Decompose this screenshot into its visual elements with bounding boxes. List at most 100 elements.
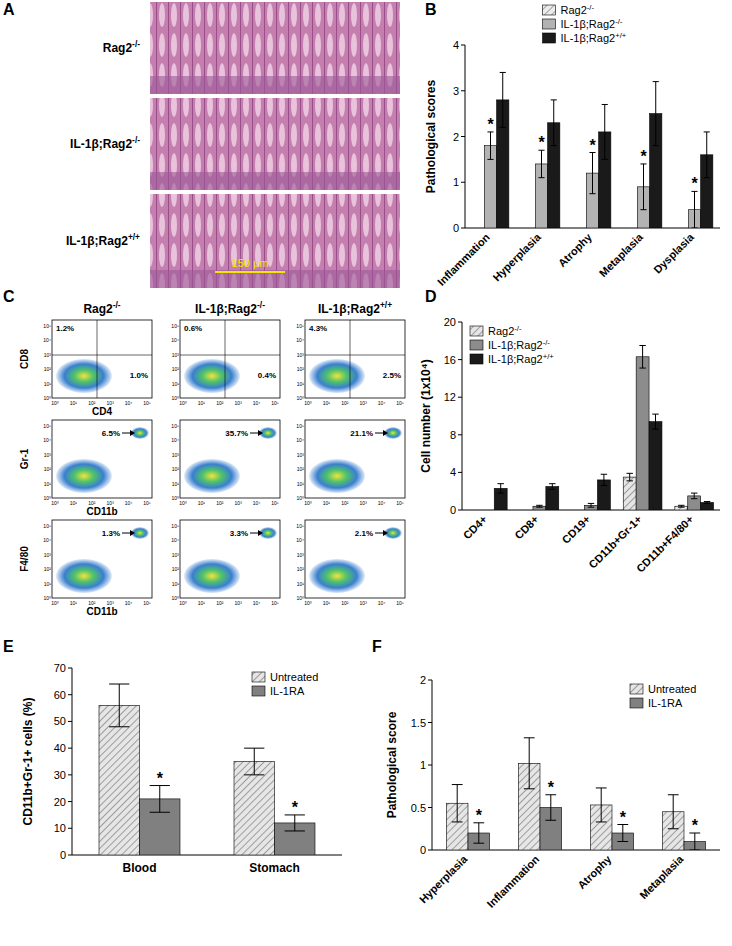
tick — [461, 90, 465, 91]
tick-label: 10⁰ — [43, 595, 51, 601]
tick-label: 10² — [172, 466, 180, 472]
legend-label: IL-1RA — [270, 685, 305, 697]
category-label: Atrophy — [575, 852, 614, 891]
tick — [461, 228, 465, 229]
tick-label: 10³ — [107, 400, 115, 406]
tick-label: 10⁴ — [296, 337, 304, 343]
tick-label: 10² — [88, 400, 96, 406]
chart: 048121620Cell number (1x10⁴)CD4+CD8+CD19… — [419, 316, 720, 575]
arrow-head — [258, 530, 263, 536]
tick-label: 10² — [44, 466, 52, 472]
bar — [234, 762, 275, 856]
tick-label: 10¹ — [172, 381, 180, 387]
tick-label: 10¹ — [44, 581, 52, 587]
tissue-band — [150, 172, 400, 190]
tick-label: 10² — [341, 600, 349, 606]
tick — [458, 397, 462, 398]
tick-label: 10⁰ — [304, 500, 312, 506]
error-bar — [524, 738, 535, 789]
gate-line — [180, 355, 280, 356]
tick-label: 10³ — [297, 352, 305, 358]
cell-population — [56, 559, 112, 593]
legend-swatch — [252, 672, 265, 682]
percent-label: 1.2% — [56, 324, 74, 333]
error-bar — [704, 132, 710, 178]
tick — [428, 722, 432, 723]
legend: Rag2-/-IL-1β;Rag2-/-IL-1β;Rag2+/+ — [543, 3, 627, 45]
tick-label: 10⁵ — [271, 600, 279, 606]
tick-label: 0 — [453, 222, 459, 234]
bar — [99, 705, 140, 855]
tick — [68, 694, 72, 695]
tick-label: 10⁴ — [171, 537, 179, 543]
tick-label: 10⁴ — [253, 600, 261, 606]
tick-label: 10³ — [44, 552, 52, 558]
axis-label: CD11b+Gr-1+ cells (%) — [21, 697, 35, 825]
tick-label: 10² — [297, 566, 305, 572]
bar — [572, 510, 585, 511]
tick-label: 10³ — [107, 500, 115, 506]
error-bar — [549, 484, 555, 490]
arrow — [250, 433, 258, 434]
tick — [461, 136, 465, 137]
axis-label: Pathological score — [385, 711, 399, 818]
bar — [533, 506, 546, 510]
category-label: Inflammation — [485, 853, 542, 910]
cell-population — [309, 359, 365, 393]
tick — [428, 765, 432, 766]
axis-label: F4/80 — [19, 546, 30, 572]
tick-label: 10⁵ — [396, 400, 404, 406]
legend-label: Untreated — [648, 683, 696, 695]
category-label: Metaplasia — [597, 230, 646, 279]
tick-label: 10¹ — [323, 400, 331, 406]
annotations: **** — [476, 779, 699, 834]
tick-label: 20 — [54, 796, 66, 808]
tick-label: 10⁰ — [304, 600, 312, 606]
image-label: Rag2-/- — [103, 39, 140, 55]
tick-label: 10³ — [44, 452, 52, 458]
tick-label: 10¹ — [44, 481, 52, 487]
tick-label: 10⁴ — [253, 400, 261, 406]
arrow-head — [383, 430, 388, 436]
tick-label: 10⁴ — [43, 337, 51, 343]
chart: 010203040506070CD11b+Gr-1+ cells (%)**Bl… — [21, 662, 342, 875]
percent-label: 2.1% — [355, 529, 373, 538]
panel-label: C — [3, 288, 15, 305]
histology-image — [150, 194, 400, 288]
error-bar — [150, 786, 170, 813]
tick-label: 10⁴ — [296, 437, 304, 443]
tick — [68, 774, 72, 775]
error-bar — [617, 825, 628, 842]
arrow — [122, 533, 130, 534]
error-bar — [452, 785, 463, 822]
bar — [472, 228, 484, 229]
tick-label: 10² — [216, 400, 224, 406]
tissue-band — [150, 76, 400, 94]
tick-label: 10¹ — [198, 400, 206, 406]
bar — [520, 510, 533, 511]
y-axis — [72, 668, 73, 855]
tick-label: 10⁰ — [43, 495, 51, 501]
tick-label: 10⁴ — [171, 437, 179, 443]
tick-label: 10³ — [360, 600, 368, 606]
tick-label: 10² — [341, 500, 349, 506]
dot-plot — [52, 520, 152, 598]
legend-label: IL-1β;Rag2+/+ — [488, 352, 554, 366]
error-bar — [538, 150, 544, 177]
tick-label: 30 — [54, 769, 66, 781]
tick-label: 10⁵ — [43, 423, 51, 429]
tick — [428, 850, 432, 851]
tick-label: 10³ — [107, 600, 115, 606]
bar — [675, 506, 688, 510]
tick-label: 10³ — [360, 400, 368, 406]
axis-label: CD8 — [19, 349, 30, 369]
tick-label: 10⁴ — [378, 600, 386, 606]
tick-label: 12 — [444, 391, 456, 403]
bar — [546, 487, 559, 511]
tick-label: 10⁰ — [179, 600, 187, 606]
category-label: CD19+ — [560, 513, 593, 546]
cell-population — [259, 527, 277, 539]
tick — [458, 510, 462, 511]
legend-label: IL-1β;Rag2-/- — [488, 338, 550, 352]
bar — [623, 477, 636, 510]
